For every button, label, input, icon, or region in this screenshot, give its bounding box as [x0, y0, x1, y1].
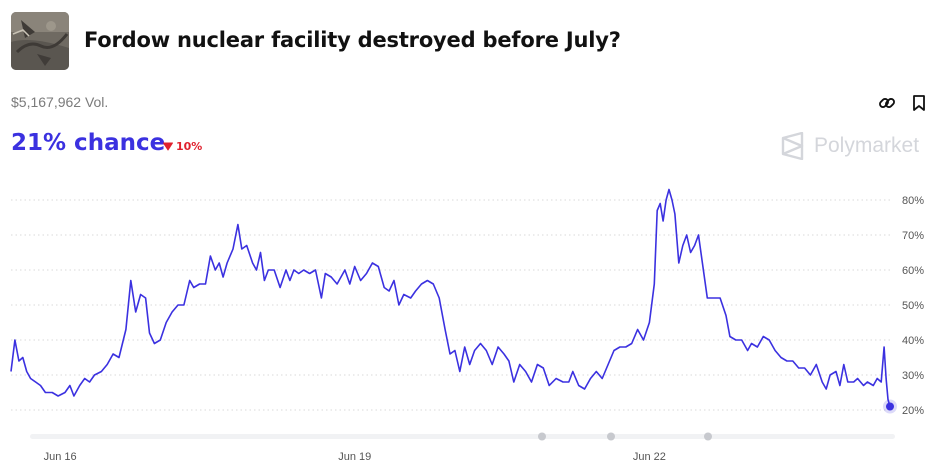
y-tick-label: 30%	[902, 370, 924, 382]
caret-down-icon	[163, 142, 173, 151]
y-tick-label: 20%	[902, 405, 924, 417]
x-tick-label: Jun 22	[633, 451, 666, 463]
volume-label: $5,167,962 Vol.	[11, 94, 109, 110]
timeline-marker[interactable]	[607, 432, 615, 441]
satellite-image-icon	[11, 12, 69, 70]
current-point-dot	[886, 402, 894, 411]
market-thumbnail	[11, 12, 69, 70]
change-value: 10%	[176, 140, 203, 153]
chance-label: 21% chance	[11, 130, 166, 156]
chart-series-line	[10, 188, 891, 407]
brand-name: Polymarket	[814, 134, 920, 157]
y-tick-label: 70%	[902, 230, 924, 242]
y-tick-label: 40%	[902, 335, 924, 347]
timeline-marker[interactable]	[538, 432, 546, 441]
y-tick-label: 60%	[902, 265, 924, 277]
x-tick-label: Jun 19	[338, 451, 371, 463]
y-tick-label: 50%	[902, 300, 924, 312]
y-tick-label: 80%	[902, 195, 924, 207]
bookmark-icon[interactable]	[909, 93, 929, 113]
x-tick-label: Jun 16	[44, 451, 77, 463]
link-icon[interactable]	[877, 93, 897, 113]
timeline-marker[interactable]	[704, 432, 712, 441]
market-title: Fordow nuclear facility destroyed before…	[84, 28, 621, 52]
polymarket-logo-icon	[781, 132, 804, 160]
polymarket-brand: Polymarket	[780, 132, 919, 160]
change-badge: 10%	[163, 140, 202, 153]
time-scrubber-track[interactable]	[30, 434, 895, 439]
